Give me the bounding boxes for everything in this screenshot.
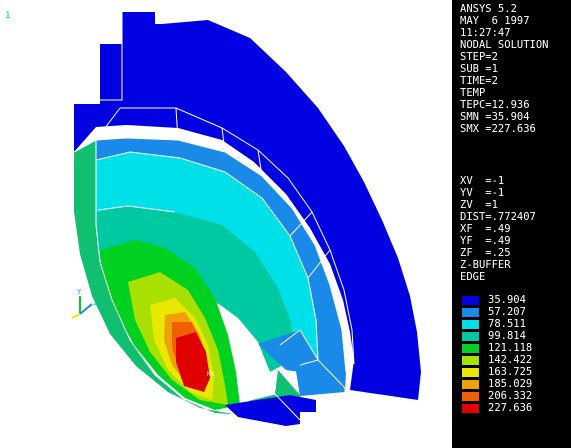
view-line: YF =.49 bbox=[460, 235, 511, 247]
info-line: MAY 6 1997 bbox=[460, 15, 530, 27]
inner-face bbox=[74, 140, 300, 420]
step-block bbox=[258, 330, 318, 372]
legend-swatch bbox=[462, 296, 479, 305]
legend-swatch bbox=[462, 344, 479, 353]
legend-value: 163.725 bbox=[488, 366, 533, 378]
view-line: XF =.49 bbox=[460, 223, 511, 235]
info-line: SMN =35.904 bbox=[460, 111, 530, 123]
legend-value: 227.636 bbox=[488, 402, 533, 414]
legend-value: 35.904 bbox=[488, 294, 526, 306]
info-line: ANSYS 5.2 bbox=[460, 3, 517, 15]
info-line: STEP=2 bbox=[460, 51, 498, 63]
view-line: DIST=.772407 bbox=[460, 211, 536, 223]
legend-value: 206.332 bbox=[488, 390, 533, 402]
window-number: 1 bbox=[5, 11, 11, 21]
info-line: TEMP bbox=[460, 87, 486, 99]
lower-foot bbox=[225, 395, 316, 426]
info-line: TEPC=12.936 bbox=[460, 99, 530, 111]
outer-shell bbox=[74, 12, 421, 400]
view-line: ZV =1 bbox=[460, 199, 498, 211]
info-line: 11:27:47 bbox=[460, 27, 511, 39]
info-line: NODAL SOLUTION bbox=[460, 39, 549, 51]
info-line: SMX =227.636 bbox=[460, 123, 536, 135]
triad-icon: Y Z bbox=[71, 288, 97, 319]
nodal-solution-plot: MX Y Z bbox=[71, 12, 421, 426]
legend-swatch bbox=[462, 320, 479, 329]
view-line: ZF =.25 bbox=[460, 247, 511, 259]
legend-value: 99.814 bbox=[488, 330, 526, 342]
legend-value: 78.511 bbox=[488, 318, 526, 330]
legend-value: 142.422 bbox=[488, 354, 533, 366]
red-zone bbox=[176, 332, 210, 392]
legend-swatch bbox=[462, 392, 479, 401]
view-line: YV =-1 bbox=[460, 187, 505, 199]
legend-panel: ANSYS 5.2 MAY 6 1997 11:27:47 NODAL SOLUTIO… bbox=[452, 0, 571, 448]
edge-lines bbox=[73, 12, 355, 421]
view-line: XV =-1 bbox=[460, 175, 505, 187]
triad-y-label: Y bbox=[77, 288, 82, 296]
legend-value: 121.118 bbox=[488, 342, 533, 354]
view-line: Z-BUFFER bbox=[460, 259, 511, 271]
max-marker: MX bbox=[207, 371, 215, 378]
legend-swatch bbox=[462, 356, 479, 365]
legend-swatch bbox=[462, 308, 479, 317]
info-line: SUB =1 bbox=[460, 63, 498, 75]
legend-swatch bbox=[462, 380, 479, 389]
graphics-viewport[interactable]: 1 bbox=[0, 0, 452, 448]
triad-z-label: Z bbox=[93, 299, 97, 307]
view-line: EDGE bbox=[460, 271, 486, 283]
legend-value: 185.029 bbox=[488, 378, 533, 390]
info-line: TIME=2 bbox=[460, 75, 498, 87]
legend-swatch bbox=[462, 368, 479, 377]
legend-value: 57.207 bbox=[488, 306, 526, 318]
legend-swatch bbox=[462, 404, 479, 413]
legend-swatch bbox=[462, 332, 479, 341]
cyan-zone bbox=[96, 152, 318, 365]
